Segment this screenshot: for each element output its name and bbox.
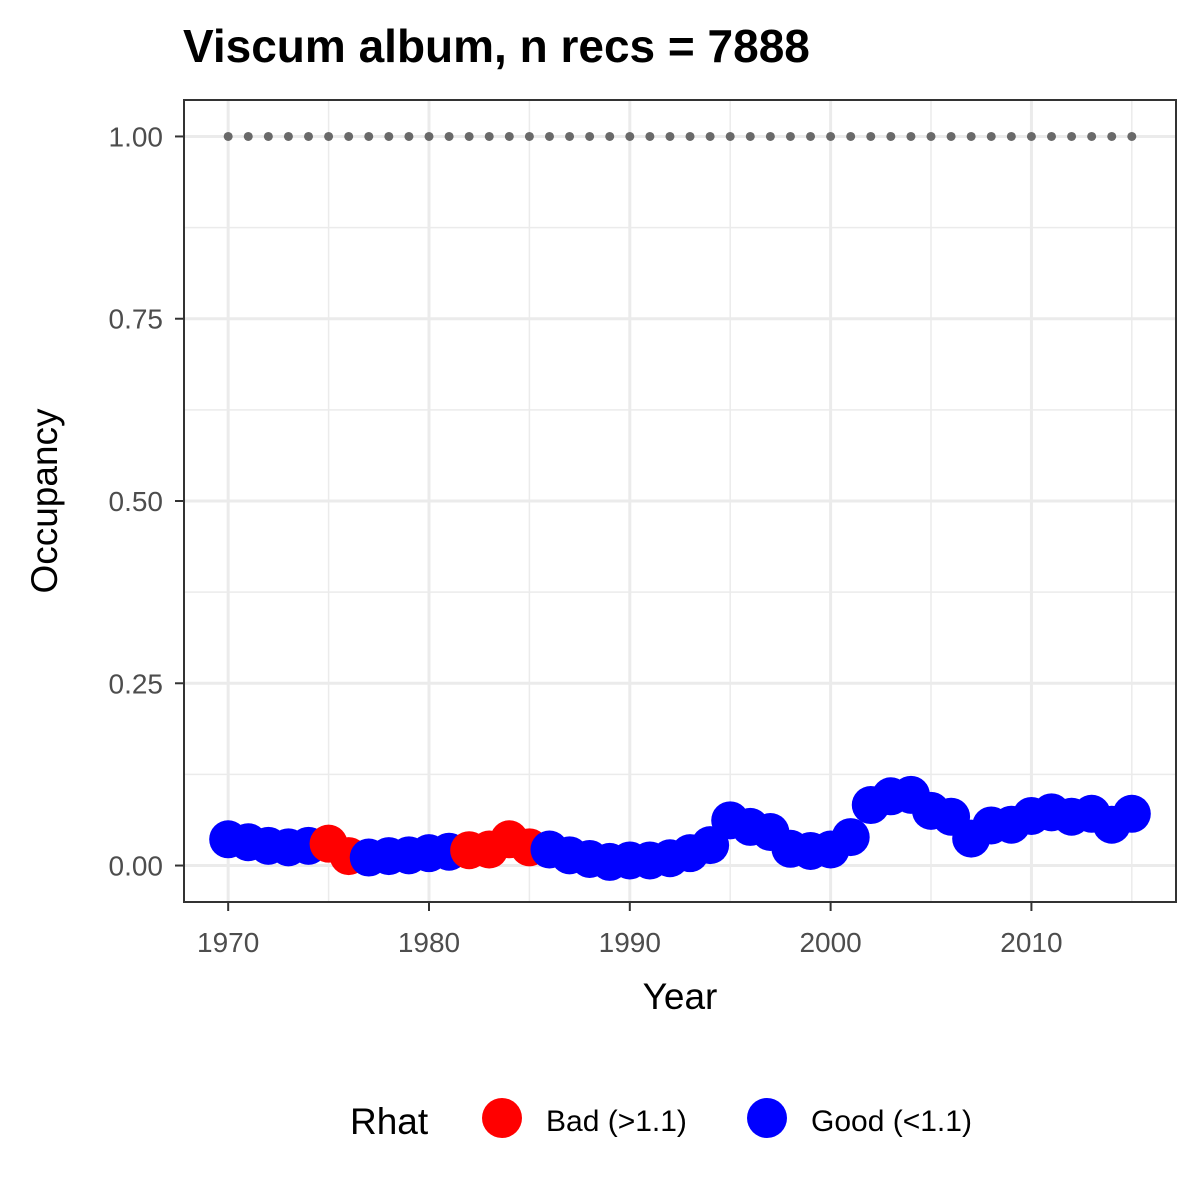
reference-point (625, 131, 635, 141)
reference-point (484, 131, 494, 141)
reference-point (705, 131, 715, 141)
reference-point (966, 131, 976, 141)
reference-point (1107, 131, 1117, 141)
reference-point (304, 131, 314, 141)
reference-point (986, 131, 996, 141)
reference-point (263, 131, 273, 141)
reference-point (283, 131, 293, 141)
legend-label-good: Good (<1.1) (811, 1105, 972, 1138)
legend-key-good (747, 1098, 787, 1138)
y-tick-label: 0.25 (109, 668, 164, 699)
reference-point (605, 131, 615, 141)
reference-point (826, 131, 836, 141)
x-tick-label: 1970 (197, 927, 259, 958)
reference-point (946, 131, 956, 141)
reference-point (906, 131, 916, 141)
x-axis-title: Year (643, 976, 718, 1017)
legend: Rhat Bad (>1.1) Good (<1.1) (350, 1098, 972, 1142)
legend-title: Rhat (350, 1101, 429, 1142)
reference-point (846, 131, 856, 141)
reference-point (424, 131, 434, 141)
reference-point (886, 131, 896, 141)
reference-point (866, 131, 876, 141)
reference-point (765, 131, 775, 141)
y-tick-label: 0.00 (109, 851, 164, 882)
legend-key-bad (482, 1098, 522, 1138)
chart-title: Viscum album, n recs = 7888 (183, 20, 810, 72)
x-tick-label: 2000 (799, 927, 861, 958)
y-axis: 0.00 0.25 0.50 0.75 1.00 (109, 121, 184, 882)
reference-point (685, 131, 695, 141)
reference-point (645, 131, 655, 141)
y-tick-label: 0.50 (109, 486, 164, 517)
reference-point (785, 131, 795, 141)
reference-point (344, 131, 354, 141)
reference-point (745, 131, 755, 141)
reference-point (504, 131, 514, 141)
occupancy-point-good (831, 818, 870, 857)
reference-point (665, 131, 675, 141)
reference-point (1087, 131, 1097, 141)
reference-point (324, 131, 334, 141)
reference-point (585, 131, 595, 141)
reference-point (464, 131, 474, 141)
x-tick-label: 2010 (1000, 927, 1062, 958)
y-axis-title: Occupancy (24, 408, 65, 594)
reference-point (223, 131, 233, 141)
reference-point (1046, 131, 1056, 141)
reference-point (404, 131, 414, 141)
x-tick-label: 1980 (398, 927, 460, 958)
x-tick-label: 1990 (599, 927, 661, 958)
reference-point (1127, 131, 1137, 141)
legend-label-bad: Bad (>1.1) (546, 1105, 687, 1138)
x-axis: 1970 1980 1990 2000 2010 (197, 902, 1063, 958)
series-layer (209, 131, 1151, 881)
grid-major (184, 100, 1176, 902)
reference-point (524, 131, 534, 141)
reference-point (544, 131, 554, 141)
reference-point (364, 131, 374, 141)
reference-point (1026, 131, 1036, 141)
y-tick-label: 0.75 (109, 304, 164, 335)
occupancy-point-good (1112, 794, 1151, 833)
y-tick-label: 1.00 (109, 121, 164, 152)
reference-point (243, 131, 253, 141)
reference-point (565, 131, 575, 141)
reference-point (725, 131, 735, 141)
reference-point (444, 131, 454, 141)
reference-point (806, 131, 816, 141)
reference-point (384, 131, 394, 141)
reference-point (1067, 131, 1077, 141)
reference-point (1006, 131, 1016, 141)
reference-point (926, 131, 936, 141)
